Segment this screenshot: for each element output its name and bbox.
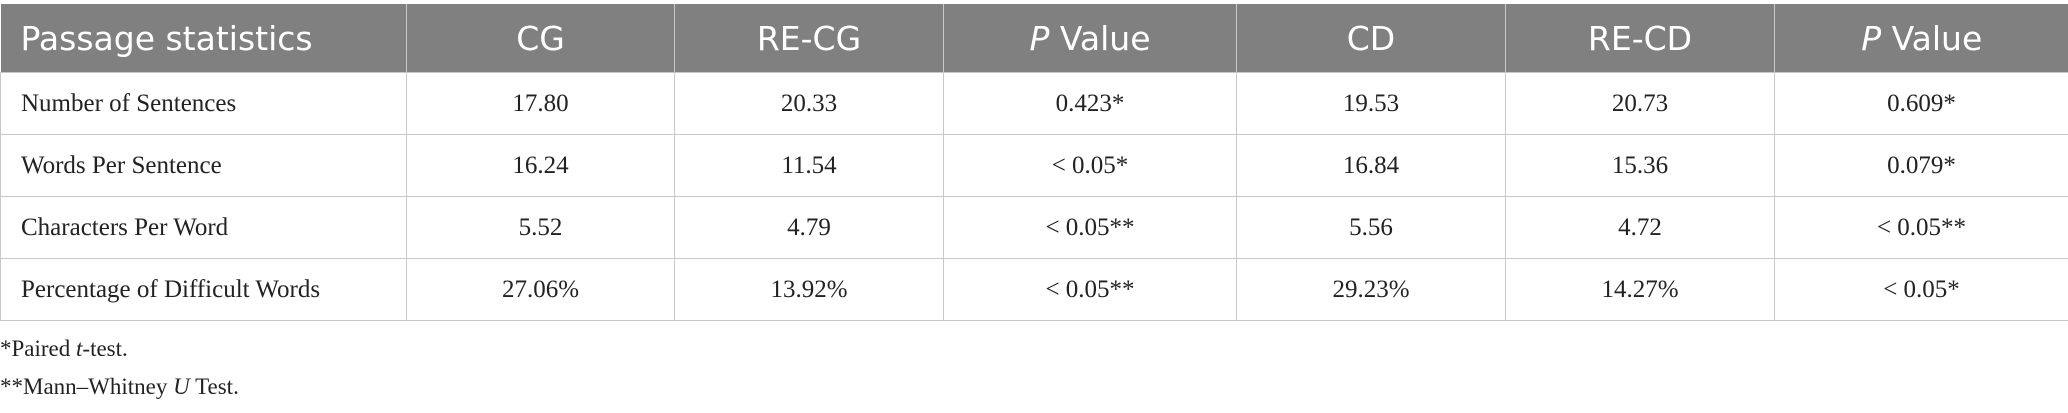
table-cell: 19.53: [1236, 72, 1506, 135]
table-cell: 0.609*: [1774, 72, 2068, 135]
table-cell: Number of Sentences: [0, 72, 407, 135]
header-cell: P Value: [943, 4, 1237, 73]
table-cell: < 0.05**: [943, 196, 1237, 259]
table-cell: 11.54: [674, 134, 944, 197]
table-cell: 16.84: [1236, 134, 1506, 197]
header-text: Value: [1059, 18, 1151, 58]
footnote-em: t: [76, 336, 83, 361]
header-cell: P Value: [1774, 4, 2068, 73]
header-text: Value: [1891, 18, 1983, 58]
table-cell: 27.06%: [406, 258, 675, 321]
header-cell: RE-CG: [674, 4, 944, 73]
table-cell: 20.73: [1505, 72, 1775, 135]
table-row: Characters Per Word 5.52 4.79 < 0.05** 5.56 4…: [0, 196, 2068, 259]
header-cell: Passage statistics: [0, 4, 407, 73]
footnote-text: Test.: [195, 374, 239, 399]
table-cell: 15.36: [1505, 134, 1775, 197]
table-cell: 4.79: [674, 196, 944, 259]
table-cell: Characters Per Word: [0, 196, 407, 259]
footnote: *Paired t-test.: [0, 336, 128, 362]
footnote-text: *Paired: [0, 336, 71, 361]
header-em: P: [1861, 18, 1882, 58]
header-cell: CG: [406, 4, 675, 73]
table-cell: 0.423*: [943, 72, 1237, 135]
table-body: Number of Sentences 17.80 20.33 0.423* 19.53…: [0, 72, 2068, 321]
table-cell: < 0.05*: [1774, 258, 2068, 321]
footnote-em: U: [173, 374, 190, 399]
table-cell: 13.92%: [674, 258, 944, 321]
table-cell: 17.80: [406, 72, 675, 135]
table-cell: 16.24: [406, 134, 675, 197]
header-row: Passage statistics CG RE-CG P Value CD RE-CD P…: [0, 4, 2068, 73]
table-cell: 5.56: [1236, 196, 1506, 259]
table-cell: 14.27%: [1505, 258, 1775, 321]
table-cell: < 0.05**: [943, 258, 1237, 321]
stats-table: Passage statistics CG RE-CG P Value CD RE-CD P…: [0, 4, 2068, 321]
table-cell: 0.079*: [1774, 134, 2068, 197]
header-cell: RE-CD: [1505, 4, 1775, 73]
footnote: **Mann–Whitney U Test.: [0, 374, 239, 400]
table-cell: 20.33: [674, 72, 944, 135]
footnote-text: -test.: [82, 336, 128, 361]
table-row: Percentage of Difficult Words 27.06% 13.92…: [0, 258, 2068, 321]
table-cell: 29.23%: [1236, 258, 1506, 321]
table-cell: 5.52: [406, 196, 675, 259]
table-cell: 4.72: [1505, 196, 1775, 259]
table-cell: Percentage of Difficult Words: [0, 258, 407, 321]
table-cell: Words Per Sentence: [0, 134, 407, 197]
header-em: P: [1029, 18, 1050, 58]
header-cell: CD: [1236, 4, 1506, 73]
table-cell: < 0.05*: [943, 134, 1237, 197]
footnote-text: **Mann–Whitney: [0, 374, 168, 399]
table-row: Words Per Sentence 16.24 11.54 < 0.05* 16.84…: [0, 134, 2068, 197]
table-row: Number of Sentences 17.80 20.33 0.423* 19.53…: [0, 72, 2068, 135]
table-cell: < 0.05**: [1774, 196, 2068, 259]
